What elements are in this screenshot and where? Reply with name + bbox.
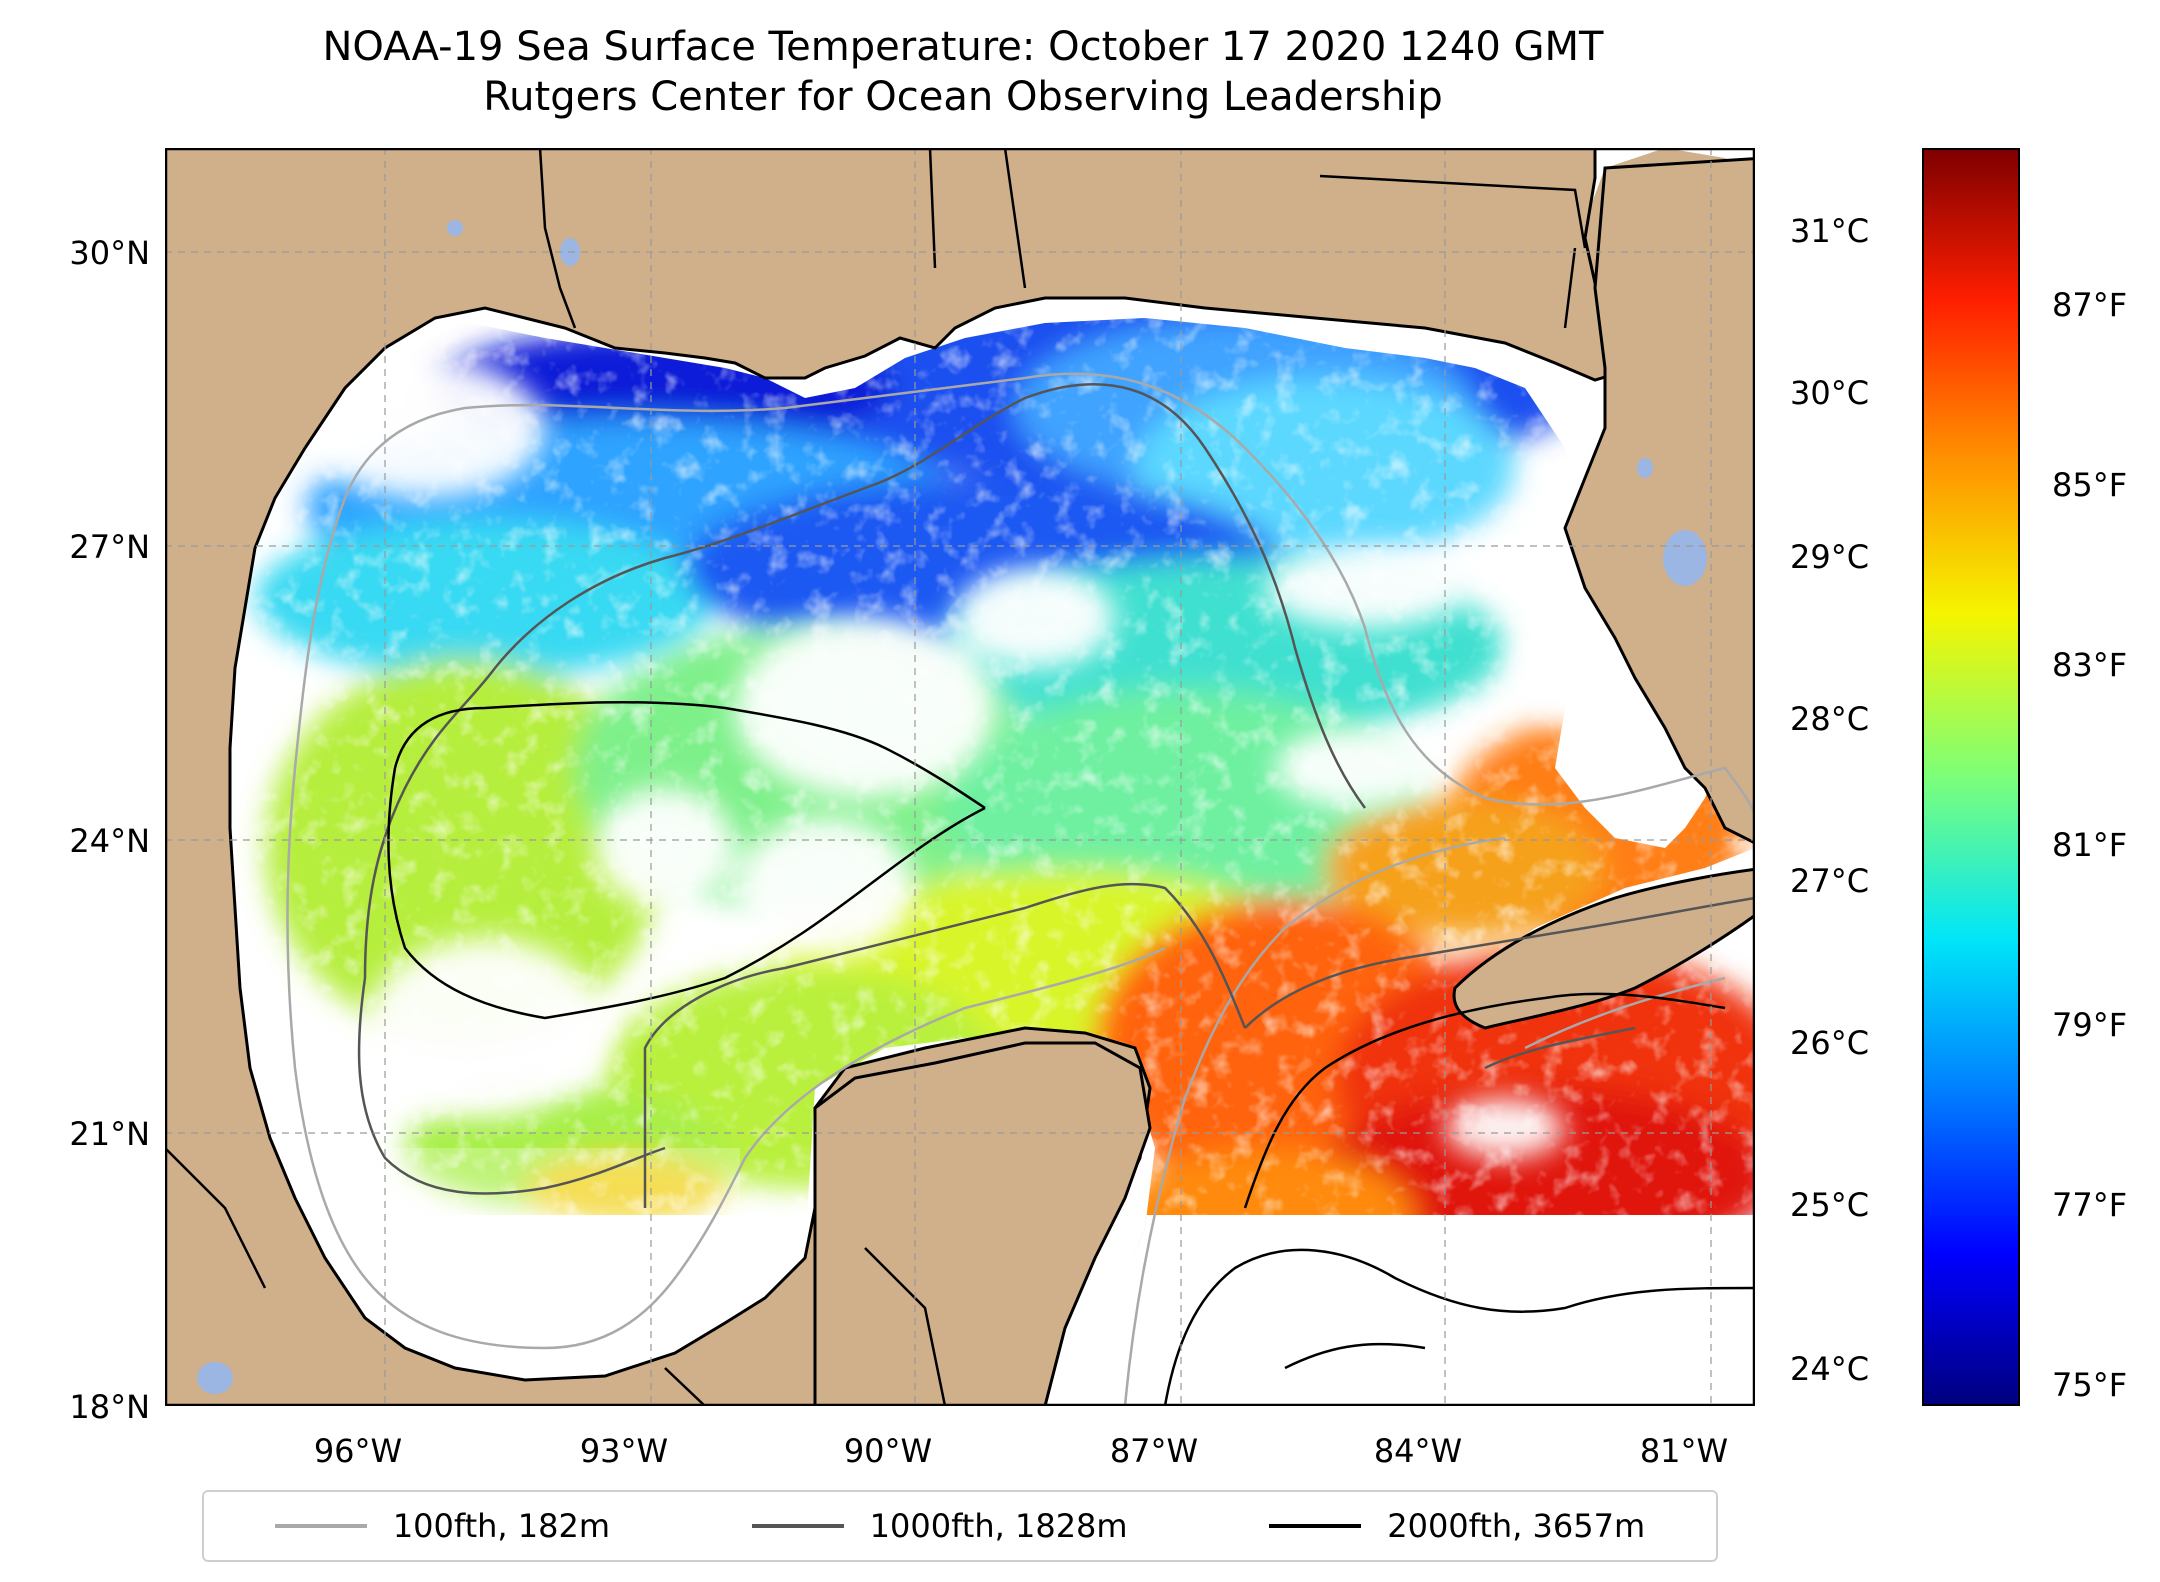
legend-swatch-100fth [274, 1524, 367, 1528]
colorbar-tick-f-75: 75°F [2052, 1366, 2128, 1404]
contour-legend: 100fth, 182m 1000fth, 1828m 2000fth, 365… [202, 1490, 1718, 1562]
legend-item-1000fth: 1000fth, 1828m [751, 1507, 1128, 1545]
colorbar-tick-f-81: 81°F [2052, 826, 2128, 864]
legend-label-100fth: 100fth, 182m [392, 1507, 611, 1545]
lat-label-27n: 27°N [69, 528, 150, 566]
lat-label-24n: 24°N [69, 822, 150, 860]
map-title: NOAA-19 Sea Surface Temperature: October… [0, 22, 1926, 122]
lat-label-21n: 21°N [69, 1115, 150, 1153]
colorbar-tick-f-87: 87°F [2052, 286, 2128, 324]
colorbar-tick-c-24: 24°C [1790, 1350, 1870, 1388]
colorbar-tick-c-27: 27°C [1790, 862, 1870, 900]
legend-item-2000fth: 2000fth, 3657m [1269, 1507, 1645, 1545]
contour-100fth [286, 372, 1755, 1406]
sst-field [226, 316, 1755, 1406]
legend-swatch-1000fth [751, 1524, 844, 1528]
title-line-1: NOAA-19 Sea Surface Temperature: October… [322, 24, 1604, 70]
lat-label-30n: 30°N [69, 234, 150, 272]
colorbar-tick-c-26: 26°C [1790, 1024, 1870, 1062]
lat-label-18n: 18°N [69, 1388, 150, 1426]
title-line-2: Rutgers Center for Ocean Observing Leade… [483, 74, 1443, 120]
lon-label-90w: 90°W [843, 1432, 933, 1470]
legend-label-1000fth: 1000fth, 1828m [869, 1507, 1128, 1545]
colorbar-tick-f-77: 77°F [2052, 1186, 2128, 1224]
legend-item-100fth: 100fth, 182m [274, 1507, 611, 1545]
lon-label-81w: 81°W [1639, 1432, 1729, 1470]
lon-label-96w: 96°W [313, 1432, 403, 1470]
lakes [197, 220, 1707, 1394]
colorbar-tick-f-79: 79°F [2052, 1006, 2128, 1044]
colorbar [1922, 148, 2020, 1406]
map-frame [165, 148, 1755, 1406]
boundaries [165, 148, 1587, 1406]
lon-label-84w: 84°W [1373, 1432, 1463, 1470]
colorbar-tick-c-30: 30°C [1790, 374, 1870, 412]
legend-swatch-2000fth [1269, 1524, 1362, 1528]
contour-1000fth [357, 383, 1755, 1208]
colorbar-tick-c-29: 29°C [1790, 538, 1870, 576]
lon-label-87w: 87°W [1109, 1432, 1199, 1470]
map-panel[interactable] [165, 148, 1755, 1406]
colorbar-tick-c-31: 31°C [1790, 212, 1870, 250]
colorbar-tick-c-28: 28°C [1790, 700, 1870, 738]
land [165, 148, 1755, 1406]
sst-map[interactable] [165, 148, 1755, 1406]
colorbar-tick-f-85: 85°F [2052, 466, 2128, 504]
legend-label-2000fth: 2000fth, 3657m [1387, 1507, 1646, 1545]
colorbar-tick-c-25: 25°C [1790, 1186, 1870, 1224]
lon-label-93w: 93°W [579, 1432, 669, 1470]
contour-2000fth [387, 700, 1755, 1406]
graticule [165, 148, 1755, 1406]
colorbar-tick-f-83: 83°F [2052, 646, 2128, 684]
